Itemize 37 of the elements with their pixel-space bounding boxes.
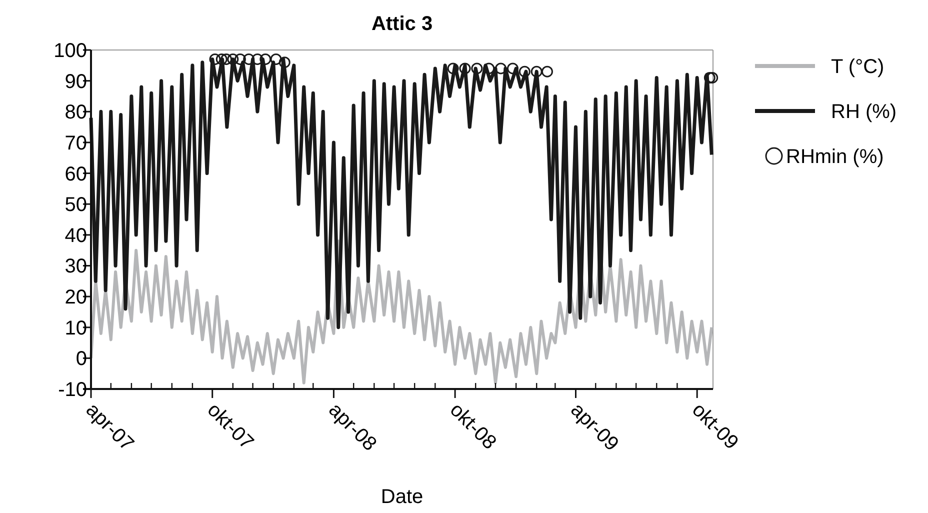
point [260,53,272,65]
point [530,66,542,78]
point [270,53,282,65]
x-axis-title: Date [380,486,424,508]
y-tick-label: 80 [64,102,87,124]
y-tick-label: 20 [64,286,87,309]
point [518,66,530,78]
y-tick-label: 100 [54,40,87,62]
chart-title: Attic 3 [371,13,433,35]
legend-label: RH (%) [831,101,897,123]
point [506,62,518,74]
legend-label: RHmin (%) [786,146,884,168]
point [234,53,246,65]
y-tick-label: 0 [76,348,87,370]
y-tick-label: 90 [64,70,87,93]
point [209,53,221,65]
point [220,53,232,65]
y-tick-label: -10 [58,379,87,401]
y-tick-label: 30 [64,256,87,278]
legend-label: T (°C) [831,56,884,78]
y-tick-label: 70 [64,132,87,154]
point [243,53,255,65]
y-tick-label: 60 [64,163,87,186]
y-tick-label: 40 [64,224,87,247]
point [227,53,239,65]
point [495,62,507,74]
point [278,56,290,68]
point [459,62,471,74]
y-tick-label: 50 [64,194,87,216]
y-tick-label: 10 [64,317,87,340]
point [471,62,483,74]
point [252,53,264,65]
point [216,53,228,65]
line-series [90,240,714,384]
point [704,72,716,84]
point [447,62,459,74]
point [541,66,553,78]
